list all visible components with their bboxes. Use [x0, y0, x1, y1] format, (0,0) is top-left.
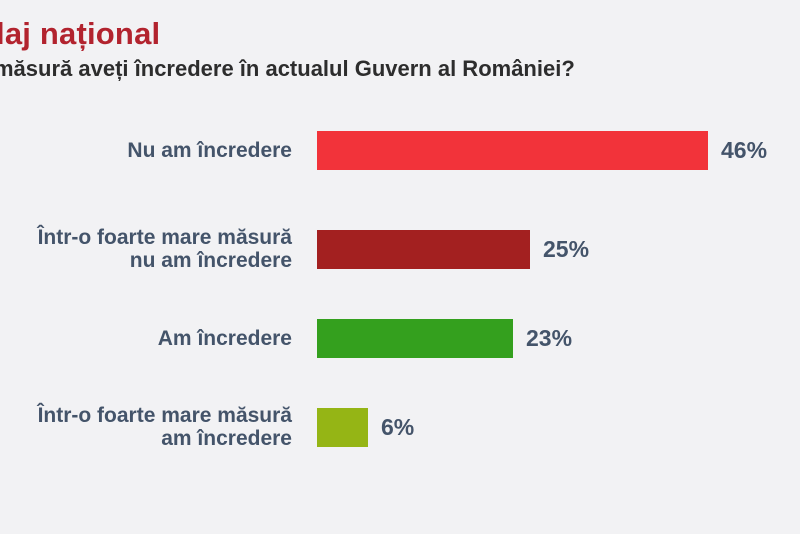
value-label: 23% [526, 324, 573, 351]
survey-question: măsură aveți încredere în actualul Guver… [0, 56, 575, 81]
category-label: Într-o foarte mare măsură nu am încreder… [0, 226, 292, 272]
value-label: 6% [381, 413, 415, 440]
category-label-line: am încredere [161, 427, 292, 450]
bar [317, 407, 368, 447]
value-label: 25% [543, 235, 590, 262]
category-label-line: nu am încredere [129, 249, 292, 272]
chart-row: Într-o foarte mare măsură am încredere 6… [0, 404, 415, 450]
category-label-line: Într-o foarte mare măsură [37, 226, 292, 249]
page-title: laj național [0, 16, 161, 51]
value-label: 46% [721, 136, 768, 163]
category-label-line: Am încredere [157, 326, 292, 350]
category-label: Nu am încredere [0, 139, 292, 162]
category-label: Într-o foarte mare măsură am încredere [0, 404, 292, 450]
chart-row: Am încredere 23% [0, 318, 572, 358]
category-label-line: Nu am încredere [127, 138, 292, 162]
category-label: Am încredere [0, 327, 292, 350]
category-label-line: Într-o foarte mare măsură [37, 404, 292, 427]
bar [317, 229, 530, 269]
chart-row: Nu am încredere 46% [0, 130, 767, 170]
bar [317, 130, 708, 170]
bar [317, 318, 513, 358]
chart-row: Într-o foarte mare măsură nu am încreder… [0, 226, 590, 272]
